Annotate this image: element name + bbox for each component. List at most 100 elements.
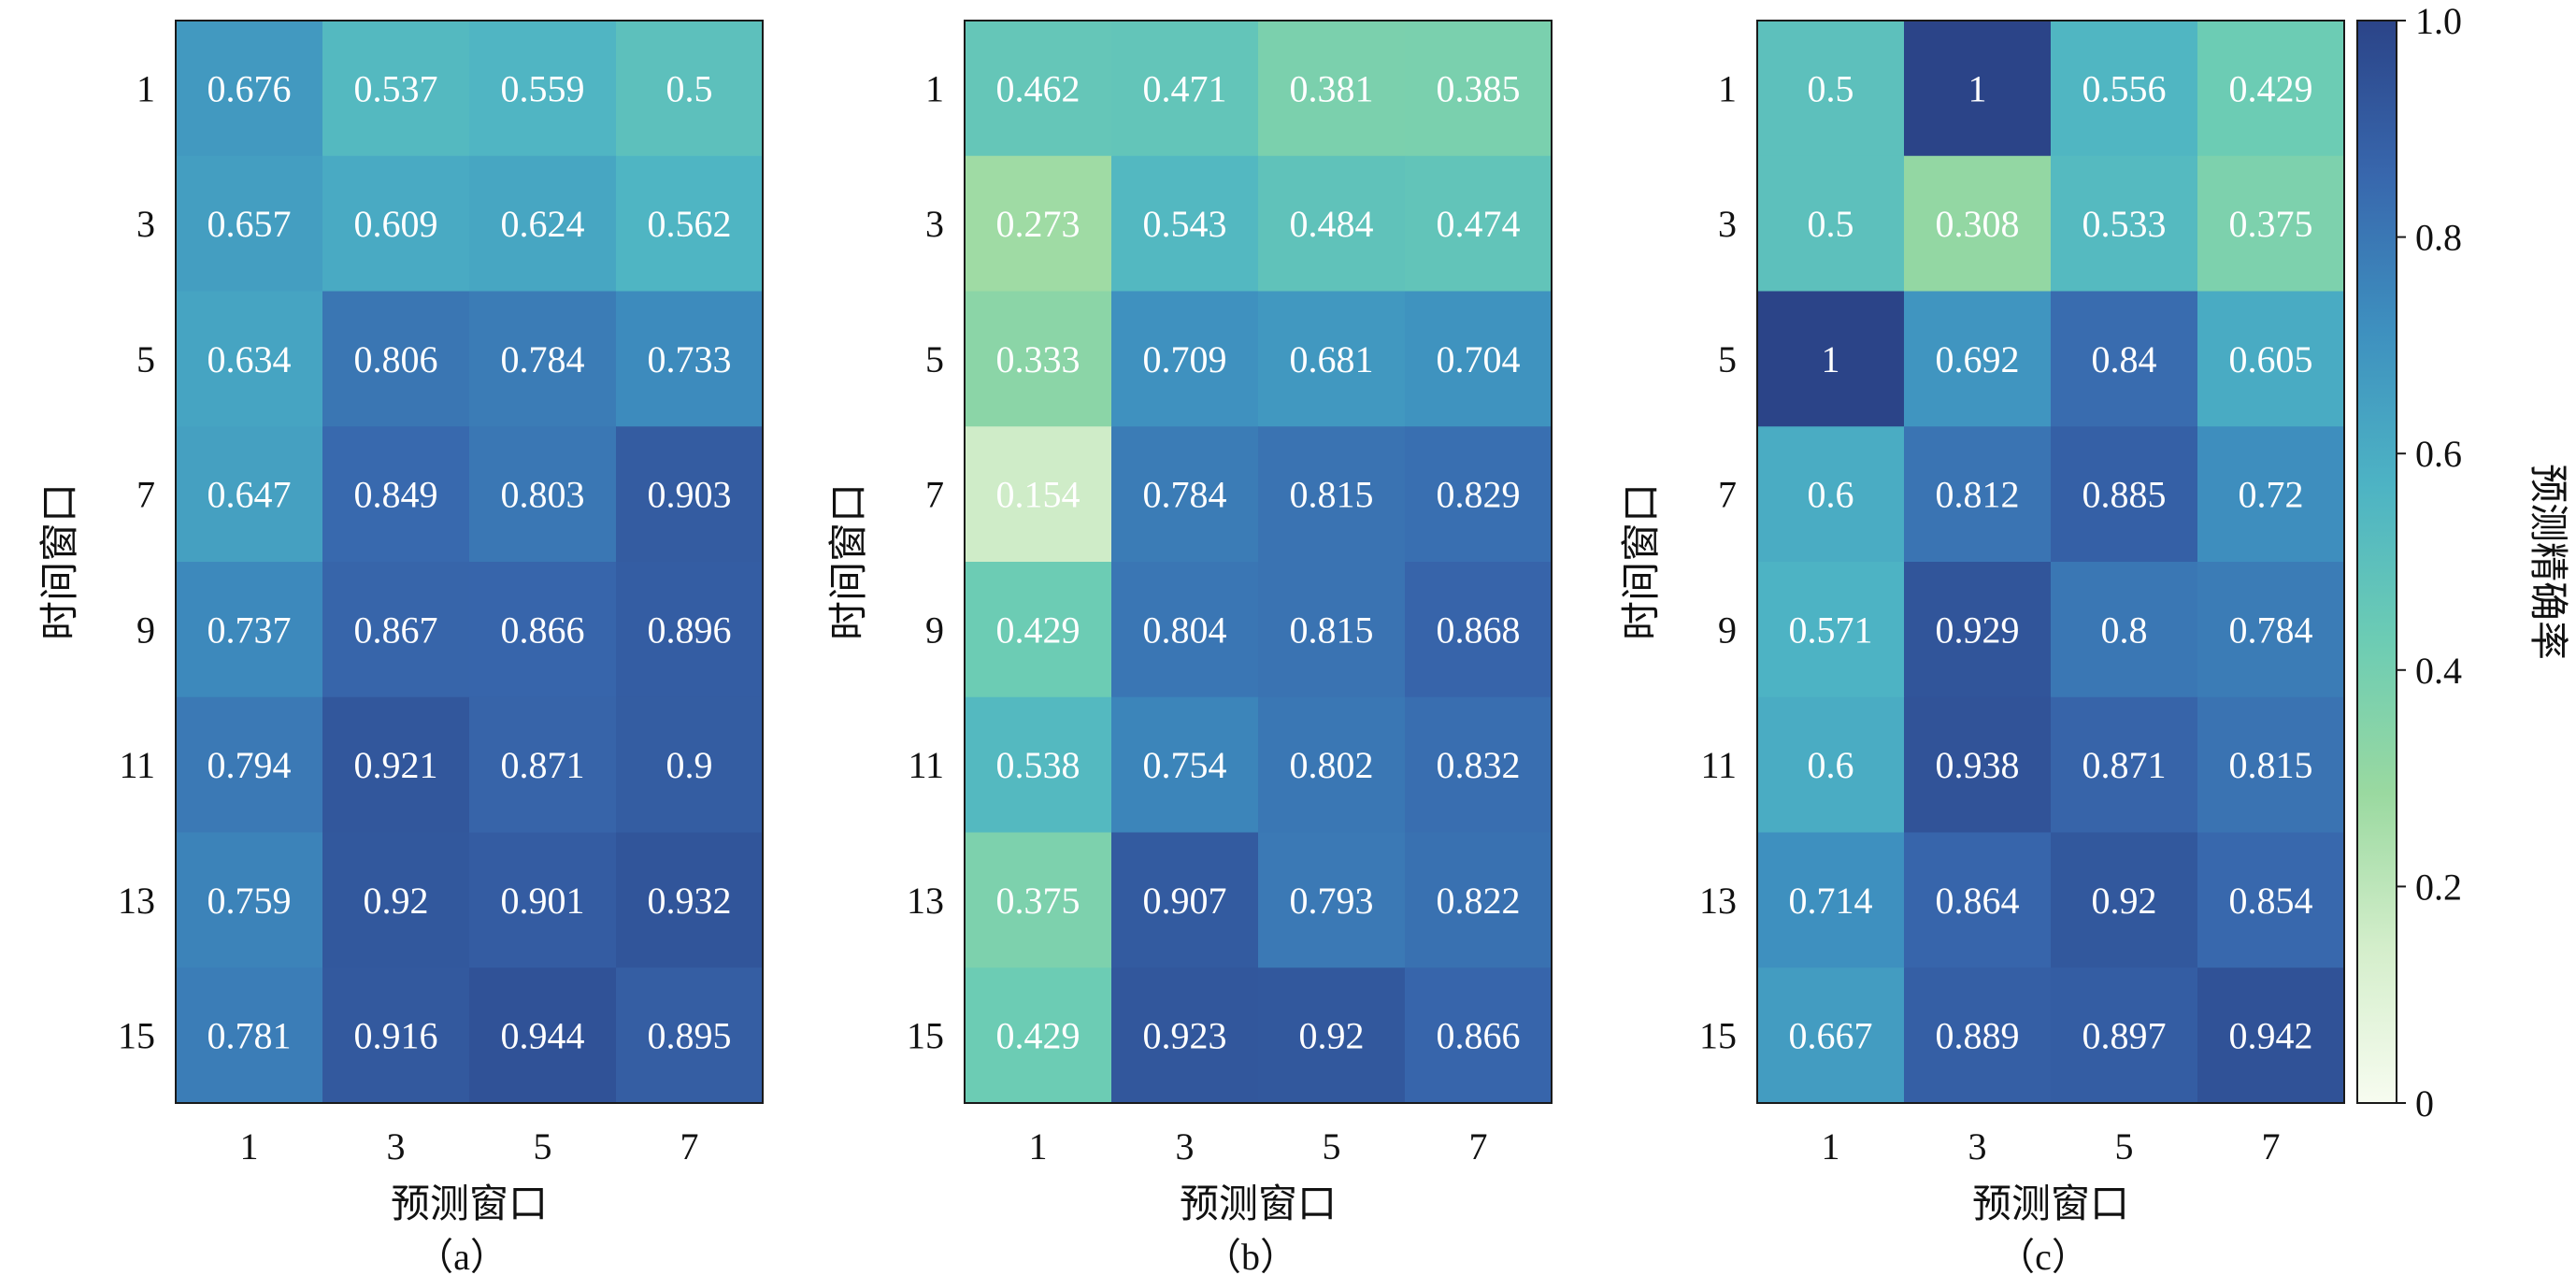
heatmap-cell [616,426,764,563]
heatmap-cell [2051,832,2198,968]
cell-value-label: 0.806 [354,338,438,380]
cell-value-label: 0.6 [1808,474,1854,516]
heatmap-cell [176,155,323,292]
heatmap-cell [616,155,764,292]
cell-value-label: 0.72 [2239,474,2304,516]
cell-value-label: 0.784 [1143,474,1227,516]
cell-value-label: 0.754 [1143,744,1227,786]
cell-value-label: 0.381 [1290,67,1374,109]
cell-value-label: 0.538 [996,744,1080,786]
heatmap-cell [1405,696,1553,833]
cell-value-label: 0.562 [648,203,732,245]
y-tick-label: 15 [1699,1015,1737,1057]
heatmap-cell [1111,696,1259,833]
heatmap-cell [2051,967,2198,1104]
y-tick-label: 7 [136,474,155,516]
heatmap-cell [616,832,764,968]
heatmap-cell [965,696,1112,833]
heatmap-cell [965,967,1112,1104]
y-axis-title: 时间窗口 [36,483,82,640]
cell-value-label: 0.8 [2101,609,2148,651]
heatmap-cell [2197,562,2345,698]
heatmap-cell [965,155,1112,292]
cell-value-label: 0.647 [208,474,292,516]
heatmap-cell [1904,291,2052,427]
heatmap-cell [2197,832,2345,968]
panel-label: （c） [1997,1236,2089,1275]
cell-value-label: 0.714 [1789,880,1873,922]
heatmap-cell [322,967,470,1104]
y-tick-label: 15 [907,1015,944,1057]
cell-value-label: 0.709 [1143,338,1227,380]
cell-value-label: 0.784 [2229,609,2313,651]
heatmap-cell [1405,562,1553,698]
cell-value-label: 0.916 [354,1015,438,1057]
heatmap-cell [1111,21,1259,157]
x-tick-label: 5 [2115,1125,2134,1168]
y-tick-label: 1 [136,67,155,109]
cell-value-label: 0.932 [648,880,732,922]
cell-value-label: 0.896 [648,609,732,651]
cell-value-label: 0.901 [501,880,585,922]
heatmap-cell [965,426,1112,563]
colorbar-tick-label: 0.2 [2415,866,2462,908]
heatmap-cell [176,21,323,157]
heatmap-cell [322,21,470,157]
y-tick-label: 7 [1718,474,1737,516]
heatmap-cell [1111,426,1259,563]
heatmap-cell [1258,562,1406,698]
heatmap-cell [469,21,617,157]
y-tick-label: 7 [925,474,944,516]
y-tick-label: 13 [907,880,944,922]
cell-value-label: 0.903 [648,474,732,516]
heatmap-cell [176,832,323,968]
heatmap-cell [1258,155,1406,292]
cell-value-label: 0.829 [1437,474,1521,516]
heatmap-cell [469,291,617,427]
heatmap-cell [2197,21,2345,157]
cell-value-label: 0.866 [1437,1015,1521,1057]
cell-value-label: 0.854 [2229,880,2313,922]
heatmap-cell [1757,832,1905,968]
y-tick-label: 9 [1718,609,1737,651]
cell-value-label: 0.793 [1290,880,1374,922]
heatmap-cell [2197,696,2345,833]
heatmap-cell [176,426,323,563]
x-tick-label: 3 [1176,1125,1195,1168]
y-axis-title: 时间窗口 [825,483,871,640]
heatmap-cell [176,291,323,427]
heatmap-cell [616,291,764,427]
x-tick-label: 1 [1029,1125,1048,1168]
heatmap-cell [176,696,323,833]
heatmap-cell [2051,21,2198,157]
heatmap-cell [2051,562,2198,698]
heatmap-cell [965,291,1112,427]
heatmap-cell [1757,426,1905,563]
x-tick-label: 7 [680,1125,699,1168]
cell-value-label: 0.759 [208,880,292,922]
x-tick-label: 7 [2262,1125,2281,1168]
cell-value-label: 0.942 [2229,1015,2313,1057]
x-tick-label: 7 [1469,1125,1488,1168]
heatmap-cell [1904,967,2052,1104]
heatmap-cell [1904,426,2052,563]
cell-value-label: 0.624 [501,203,585,245]
colorbar-tick-label: 0.6 [2415,433,2462,475]
heatmap-cell [1405,21,1553,157]
cell-value-label: 0.5 [666,67,713,109]
heatmap-cell [176,562,323,698]
y-axis-title: 时间窗口 [1618,483,1664,640]
y-tick-label: 9 [136,609,155,651]
heatmap-cell [965,832,1112,968]
cell-value-label: 1 [1822,338,1840,380]
cell-value-label: 0.895 [648,1015,732,1057]
cell-value-label: 0.5 [1808,203,1854,245]
cell-value-label: 0.385 [1437,67,1521,109]
colorbar-tick-label: 0 [2415,1082,2434,1125]
cell-value-label: 0.849 [354,474,438,516]
heatmap-cell [469,832,617,968]
cell-value-label: 0.794 [208,744,292,786]
cell-value-label: 0.474 [1437,203,1521,245]
heatmap-cell [616,967,764,1104]
